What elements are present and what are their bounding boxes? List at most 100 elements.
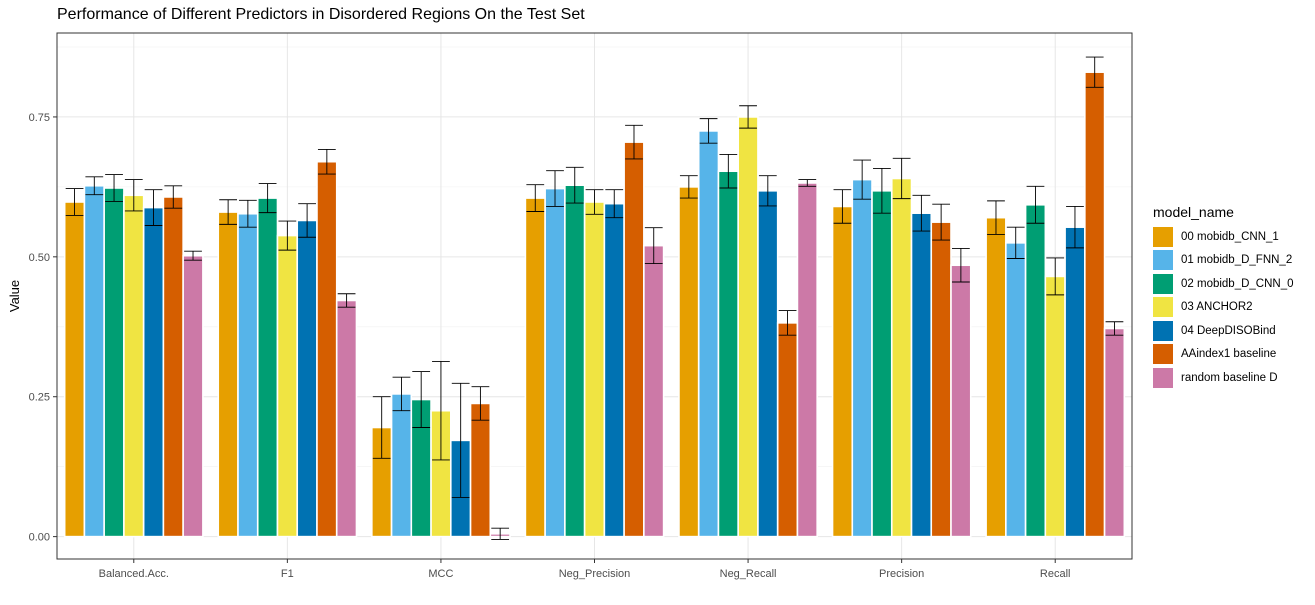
legend-label: 04 DeepDISOBind (1181, 324, 1276, 337)
error-bar (546, 170, 564, 207)
bar (276, 234, 299, 538)
legend-swatch (1153, 297, 1173, 318)
x-tick-label: Balanced.Acc. (99, 568, 169, 580)
legend-swatch (1153, 320, 1173, 341)
bar (544, 187, 566, 538)
chart-title: Performance of Different Predictors in D… (57, 6, 585, 23)
bar (296, 219, 318, 538)
bar (1024, 203, 1047, 538)
error-bar (124, 179, 143, 212)
error-bar (912, 194, 931, 232)
bar (103, 187, 125, 538)
error-bar (65, 188, 84, 216)
error-bar (298, 203, 316, 238)
bar (316, 160, 338, 538)
legend-swatch (1153, 273, 1173, 294)
bar (851, 178, 873, 538)
legend-title: model_name (1153, 204, 1234, 220)
error-bars-layer (65, 56, 1124, 540)
error-bar (625, 124, 643, 160)
bar (1103, 327, 1126, 538)
bar (643, 244, 665, 538)
error-bar (1066, 206, 1084, 249)
x-tick-label: MCC (428, 568, 453, 580)
error-bar (699, 118, 718, 144)
bar (831, 205, 854, 538)
legend-label: AAindex1 baseline (1181, 348, 1277, 361)
bar (717, 170, 739, 538)
bar (583, 201, 606, 538)
legend-item: random baseline D (1153, 366, 1313, 390)
legend-item: 00 mobidb_CNN_1 (1153, 225, 1313, 249)
error-bar (739, 105, 757, 129)
x-tick-label: F1 (281, 568, 294, 580)
y-tick-label: 0.75 (29, 112, 50, 124)
legend-swatch (1153, 367, 1173, 388)
x-tick-label: Neg_Precision (559, 568, 631, 580)
bar (623, 141, 645, 538)
error-bar (432, 361, 450, 461)
legend-items: 00 mobidb_CNN_1 01 mobidb_D_FNN_2 02 mobid… (1153, 225, 1313, 390)
bar (1044, 275, 1066, 538)
error-bar (987, 200, 1005, 235)
bar (950, 264, 972, 538)
error-bar (471, 386, 490, 421)
error-bar (833, 189, 852, 224)
legend-label: 02 mobidb_D_CNN_0 (1181, 277, 1294, 290)
error-bar (144, 189, 163, 226)
bar (217, 211, 239, 538)
bar (63, 201, 86, 538)
legend-item: 03 ANCHOR2 (1153, 296, 1313, 320)
error-bar (392, 376, 411, 412)
bar (182, 254, 204, 538)
bar (256, 197, 279, 538)
error-bar (951, 247, 970, 283)
bar (162, 196, 184, 538)
bar (890, 177, 913, 538)
bar (930, 221, 952, 538)
error-bar (105, 174, 123, 202)
error-bar (873, 167, 891, 214)
error-bar (798, 179, 817, 187)
legend-item: 04 DeepDISOBind (1153, 319, 1313, 343)
bar (1084, 71, 1106, 538)
error-bar (1046, 257, 1065, 296)
legend-label: 00 mobidb_CNN_1 (1181, 230, 1279, 243)
y-tick-label: 0.00 (29, 532, 50, 544)
legend-label: 01 mobidb_D_FNN_2 (1181, 254, 1293, 267)
bar (603, 202, 625, 538)
bar (910, 212, 933, 538)
error-bar (317, 148, 336, 175)
bar (237, 212, 259, 538)
x-tick-label: Recall (1040, 568, 1071, 580)
error-bar (372, 396, 391, 459)
error-bar (451, 382, 470, 498)
error-bar (337, 293, 356, 308)
error-bar (679, 175, 698, 199)
error-bar (1006, 226, 1025, 259)
bar (469, 402, 492, 538)
y-tick-label: 0.50 (29, 252, 50, 264)
bar (564, 184, 586, 538)
bar (1064, 226, 1086, 538)
error-bar (164, 185, 183, 209)
bar (697, 130, 720, 538)
error-bar (1026, 185, 1045, 224)
bar (83, 184, 105, 538)
error-bar (1105, 321, 1124, 336)
error-bar (491, 527, 510, 540)
legend-swatch (1153, 344, 1173, 365)
error-bar (258, 183, 277, 214)
error-bar (585, 189, 604, 215)
error-bar (526, 184, 545, 212)
error-bar (853, 159, 872, 200)
error-bar (778, 310, 797, 336)
legend-swatch (1153, 226, 1173, 247)
legend-label: 03 ANCHOR2 (1181, 301, 1253, 314)
error-bar (892, 157, 911, 200)
bar (335, 299, 358, 538)
bar (142, 206, 165, 538)
bar (678, 186, 700, 538)
bar (737, 116, 759, 538)
error-bar (758, 175, 777, 207)
